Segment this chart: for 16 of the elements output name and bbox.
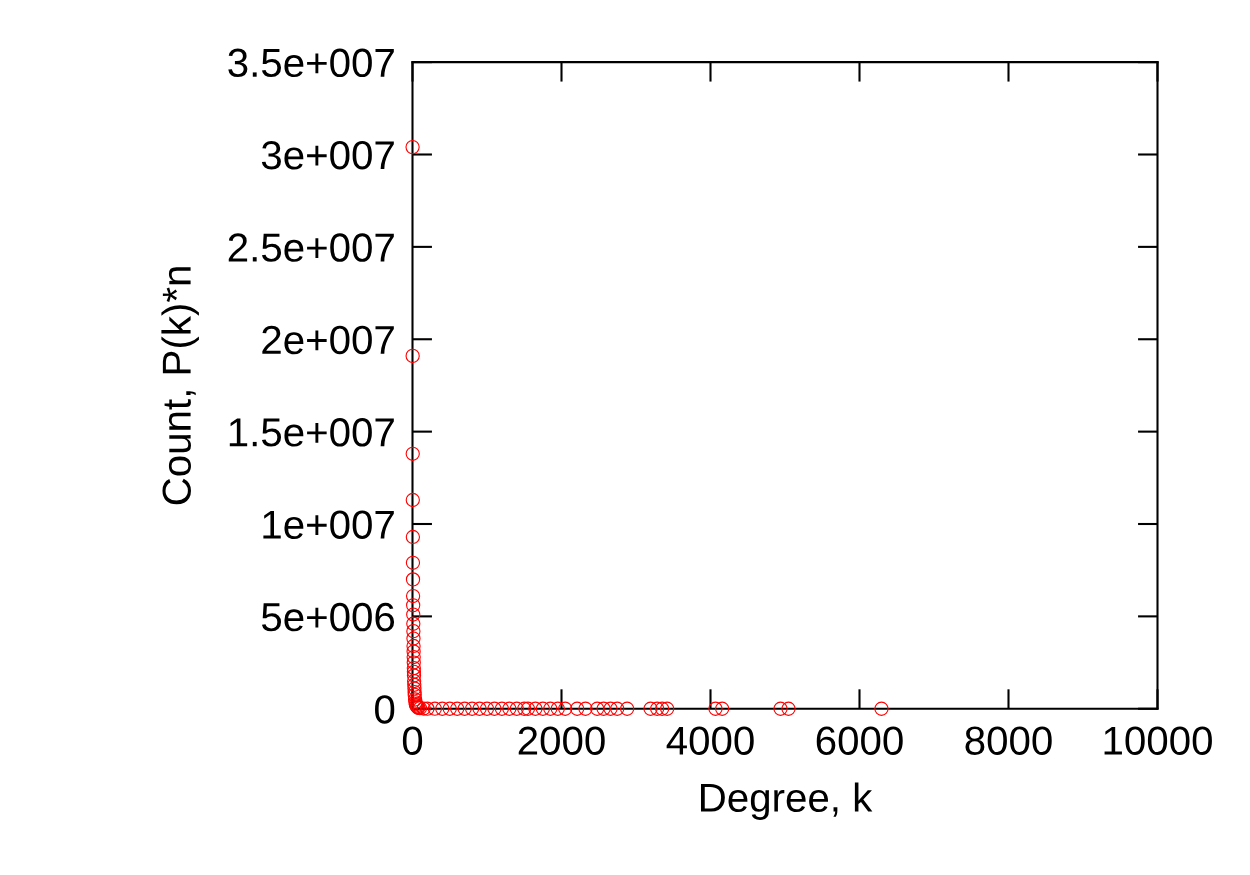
y-tick-label: 3.5e+007 <box>228 48 394 78</box>
y-tick-label: 1.5e+007 <box>229 418 394 447</box>
x-tick-label: 4000 <box>666 726 754 755</box>
x-axis-title: Degree, k <box>701 782 873 820</box>
y-tick-label: 2e+007 <box>262 325 394 355</box>
x-tick-label: 2000 <box>518 726 605 755</box>
y-tick-label: 3e+007 <box>261 140 394 170</box>
x-tick-label: 8000 <box>965 726 1052 755</box>
y-axis-title: Count, P(k)*n <box>161 267 199 505</box>
x-tick-label: 10000 <box>1104 726 1212 755</box>
y-tick-label: 0 <box>375 695 395 724</box>
y-tick-label: 1e+007 <box>263 510 394 539</box>
x-tick-label: 6000 <box>816 726 903 755</box>
x-tick-label: 0 <box>402 726 423 755</box>
y-tick-label: 5e+006 <box>261 602 395 632</box>
y-tick-label: 2.5e+007 <box>228 233 394 262</box>
